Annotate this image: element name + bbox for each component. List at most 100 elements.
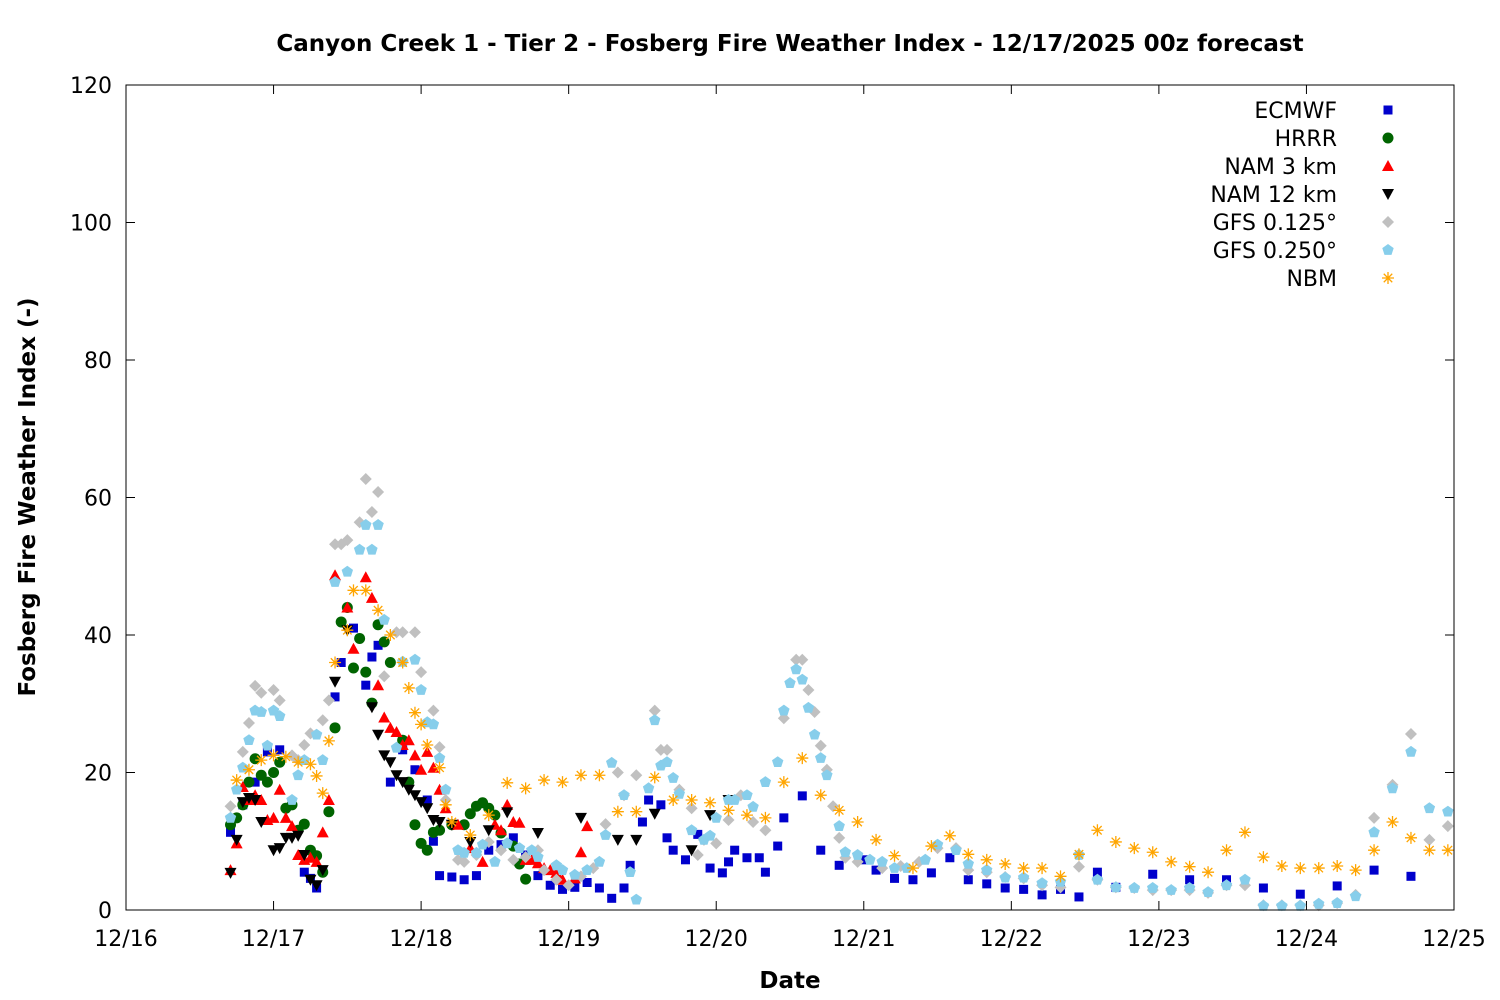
data-point — [421, 803, 434, 815]
data-point — [611, 766, 624, 779]
series-gfs-0-250- — [224, 519, 1454, 911]
data-point — [372, 519, 384, 530]
data-point — [796, 673, 808, 685]
data-point — [427, 718, 440, 730]
data-point — [1017, 871, 1030, 883]
data-point — [574, 812, 587, 824]
data-point — [433, 741, 446, 754]
data-point — [292, 849, 305, 860]
data-point — [341, 534, 354, 547]
data-point — [654, 743, 667, 756]
data-point — [742, 853, 752, 863]
data-point — [495, 824, 508, 836]
axes: 0 20 40 60 80 100 120 12/16 12/17 12/18 12/19 12/20… — [70, 74, 1486, 952]
data-point — [408, 626, 421, 639]
data-point — [310, 855, 323, 867]
data-point — [962, 857, 974, 869]
data-point — [402, 734, 415, 746]
data-point — [680, 855, 690, 865]
data-point — [236, 745, 249, 758]
data-point — [347, 662, 359, 674]
data-point — [1146, 846, 1159, 859]
data-point — [464, 829, 477, 842]
data-point — [410, 765, 420, 775]
legend-label: HRRR — [1275, 127, 1337, 152]
data-point — [637, 817, 647, 827]
data-point — [685, 794, 698, 806]
data-point — [1404, 831, 1417, 844]
data-point — [772, 756, 784, 767]
data-point — [1128, 842, 1141, 855]
data-point — [341, 565, 353, 577]
data-point — [1257, 899, 1270, 911]
data-point — [1091, 824, 1104, 837]
data-point — [740, 809, 753, 822]
data-point — [329, 656, 342, 669]
data-point — [611, 805, 624, 818]
data-point — [722, 804, 735, 817]
data-point — [888, 849, 901, 862]
data-point — [1074, 892, 1084, 902]
data-point — [611, 834, 624, 846]
data-point — [427, 704, 440, 717]
data-point — [329, 722, 341, 734]
data-point — [741, 789, 753, 800]
x-tick-label: 12/23 — [1127, 927, 1190, 952]
data-point — [1368, 811, 1381, 824]
data-point — [513, 842, 526, 853]
data-point — [859, 855, 869, 865]
data-point — [439, 798, 452, 811]
legend-marker — [1382, 244, 1394, 255]
x-tick-label: 12/17 — [242, 927, 305, 952]
data-point — [378, 670, 391, 683]
data-point — [409, 819, 421, 831]
data-point — [1128, 882, 1140, 893]
data-point — [599, 818, 612, 831]
data-point — [1275, 860, 1288, 872]
data-point — [926, 868, 936, 878]
data-point — [365, 505, 378, 518]
data-point — [871, 865, 881, 875]
data-point — [329, 569, 342, 581]
data-point — [360, 519, 372, 530]
data-point — [962, 848, 975, 861]
data-point — [570, 882, 580, 892]
data-point — [329, 538, 342, 551]
data-point — [661, 743, 674, 756]
data-point — [249, 679, 262, 692]
data-point — [267, 684, 280, 696]
data-point — [329, 576, 341, 587]
data-point — [525, 853, 538, 865]
data-point — [230, 774, 243, 787]
data-point — [796, 653, 809, 666]
data-point — [402, 784, 415, 796]
data-point — [1441, 844, 1454, 857]
legend-marker — [1382, 216, 1394, 228]
data-point — [821, 769, 833, 781]
data-point — [1295, 889, 1305, 899]
y-tick-label: 20 — [84, 762, 112, 787]
data-point — [347, 642, 360, 654]
data-point — [361, 680, 371, 690]
data-point — [384, 721, 397, 733]
data-point — [242, 717, 255, 729]
x-axis-label: Date — [759, 968, 820, 994]
data-point — [279, 750, 292, 763]
data-point — [470, 846, 483, 858]
data-point — [693, 829, 703, 839]
data-point — [796, 752, 809, 765]
data-point — [1423, 802, 1436, 814]
data-point — [322, 734, 335, 747]
data-point — [685, 845, 698, 857]
data-point — [402, 681, 415, 694]
data-point — [273, 843, 286, 855]
data-point — [341, 624, 354, 637]
legend-label: GFS 0.250° — [1213, 239, 1337, 264]
data-point — [489, 855, 501, 867]
legend-label: ECMWF — [1254, 99, 1337, 124]
data-point — [545, 880, 555, 890]
legend-label: GFS 0.125° — [1213, 211, 1337, 236]
data-point — [408, 749, 421, 761]
data-point — [286, 820, 298, 832]
